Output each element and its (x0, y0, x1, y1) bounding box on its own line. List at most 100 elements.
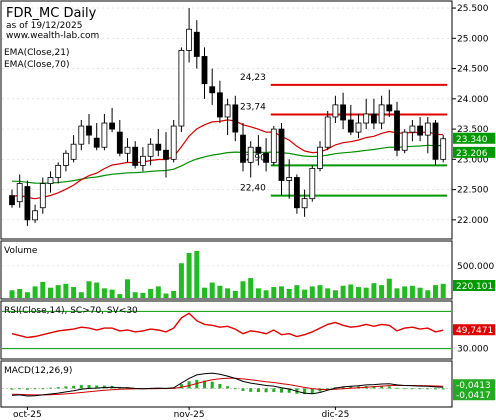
rsi-indicator (2, 310, 451, 350)
volume-bar (94, 282, 100, 298)
candle-body (386, 104, 393, 112)
candle-body (209, 86, 216, 94)
candle-body (332, 104, 339, 118)
candle-body (263, 152, 270, 163)
volume-bar (433, 285, 438, 298)
volume-bar (55, 285, 61, 298)
volume-bar (32, 286, 38, 298)
candle-body (9, 195, 15, 206)
last-close-tag: 23.340 (456, 135, 488, 145)
macd-signal-line (11, 377, 444, 396)
volume-bar (217, 285, 223, 298)
macd-histogram-bar (241, 388, 245, 391)
volume-bar (178, 263, 184, 298)
volume-bar (17, 288, 23, 298)
volume-bar (140, 292, 146, 298)
candle-body (370, 113, 377, 124)
macd-histogram-bar (395, 387, 399, 389)
candle-body (155, 143, 162, 151)
macd-last-tag-bg (453, 379, 495, 391)
macd-histogram-bar (426, 388, 430, 390)
macd-histogram-bar (187, 381, 191, 389)
macd-histogram-bar (87, 385, 91, 389)
volume-last-tag-bg (453, 280, 495, 291)
volume-title: Volume (4, 246, 38, 256)
x-tick-label: dic-25 (321, 410, 349, 420)
last-close-tag-bg (453, 132, 495, 144)
candle-body (232, 104, 239, 133)
volume-bar (148, 288, 154, 298)
candle-body (378, 104, 385, 124)
candle-body (163, 149, 169, 160)
chart-date: as of 19/12/2025 (6, 21, 82, 31)
rsi-title: RSI(Close,14), SC>70, SV<30 (4, 306, 138, 316)
candle-body (424, 122, 431, 136)
macd-histogram-bar (95, 385, 99, 389)
macd-histogram-bar (203, 380, 206, 389)
macd-histogram-bar (18, 388, 22, 390)
candle-body (432, 122, 439, 160)
candlesticks (9, 8, 447, 226)
candle-body (324, 116, 331, 148)
candle-body (255, 146, 262, 154)
candle-body (116, 131, 123, 154)
x-tick-label: oct-25 (13, 410, 42, 420)
volume-bar (356, 287, 361, 298)
candle-body (178, 50, 185, 127)
candle-body (78, 125, 85, 145)
volume-bar (109, 289, 115, 298)
macd-histogram-bar (434, 388, 437, 390)
macd-histogram-bar (349, 386, 353, 389)
macd-signal-tag: -0,0417 (456, 391, 491, 401)
volume-bar (394, 288, 400, 298)
candle-body (170, 125, 177, 160)
volume-bar (325, 288, 331, 298)
volume-bar (163, 293, 169, 298)
ema21-legend: EMA(Close,21) (4, 48, 69, 58)
price-tick-label: 23.000 (457, 155, 489, 165)
volume-bar (302, 289, 308, 298)
macd-histogram-bar (195, 379, 199, 389)
macd-histogram-bar (418, 388, 422, 390)
candle-body (347, 119, 354, 133)
price-tick-label: 22.500 (457, 186, 489, 196)
level-label: 23,74 (240, 103, 266, 113)
x-tick-label: nov-25 (174, 410, 205, 420)
price-tick-label: 25.500 (457, 4, 489, 14)
volume-bar (371, 283, 377, 298)
volume-bar (263, 290, 269, 298)
rsi-panel-frame (0, 300, 453, 360)
ema70-tag: 23.206 (456, 149, 488, 159)
candle-body (147, 143, 154, 157)
candle-body (409, 125, 416, 133)
macd-title: MACD(12,26,9) (4, 366, 72, 376)
macd-histogram-bar (280, 388, 283, 393)
candle-body (101, 122, 108, 148)
chart-site: www.wealth-lab.com (6, 31, 99, 41)
rsi-line (11, 312, 444, 339)
macd-histogram-bar (233, 388, 237, 390)
macd-histogram-bar (56, 387, 60, 389)
candle-body (63, 152, 69, 166)
macd-histogram-bar (410, 388, 414, 390)
macd-signal-tag-bg (453, 389, 495, 401)
volume-bar (86, 281, 92, 298)
volume-bar (48, 287, 53, 298)
volume-bar (232, 290, 238, 298)
candle-body (39, 183, 46, 209)
macd-line (11, 372, 444, 397)
volume-bar (402, 286, 408, 298)
volume-bar (279, 286, 284, 298)
rsi-last-tag-bg (453, 324, 495, 336)
candle-body (293, 177, 300, 209)
volume-bar (348, 284, 354, 298)
macd-histogram-bar (441, 388, 445, 390)
candle-body (132, 146, 139, 166)
macd-histogram-bar (380, 386, 384, 389)
candle-body (32, 210, 38, 221)
macd-histogram-bar (41, 388, 45, 390)
volume-bar (194, 251, 200, 298)
macd-histogram-bar (179, 384, 183, 389)
candle-body (224, 104, 231, 118)
macd-histogram-bar (403, 388, 407, 390)
